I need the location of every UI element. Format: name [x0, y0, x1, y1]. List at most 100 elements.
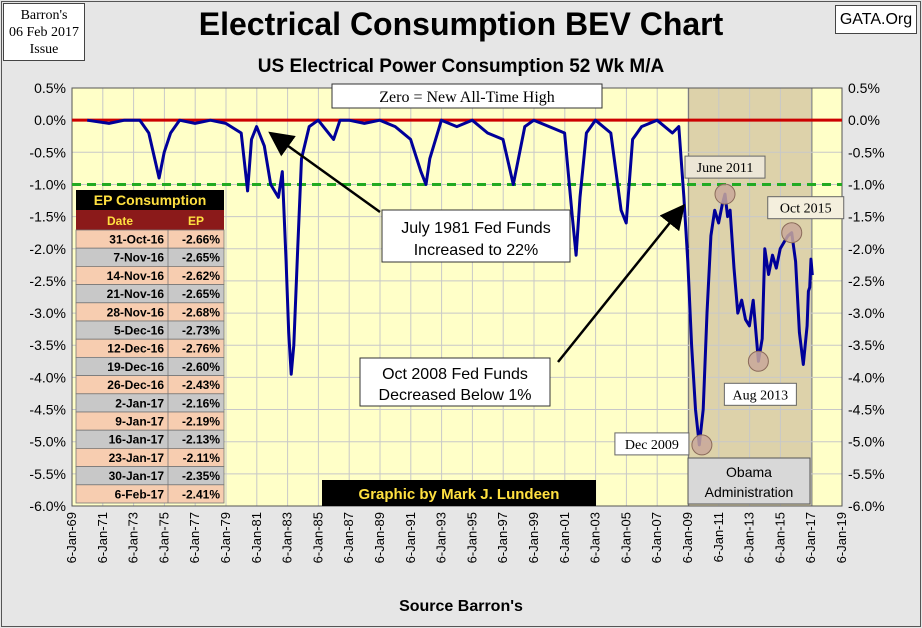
y-tick-left: -3.0% — [29, 305, 66, 321]
table-cell-ep: -2.13% — [182, 433, 220, 447]
x-tick-label: 6-Jan-19 — [834, 512, 849, 563]
table-cell-ep: -2.68% — [182, 305, 220, 319]
y-tick-right: -4.0% — [848, 369, 885, 385]
y-tick-left: -6.0% — [29, 498, 66, 514]
x-tick-label: 6-Jan-73 — [126, 512, 141, 563]
x-tick-label: 6-Jan-03 — [588, 512, 603, 563]
y-tick-left: 0.5% — [34, 80, 66, 96]
table-cell-ep: -2.65% — [182, 251, 220, 265]
table-cell-ep: -2.35% — [182, 469, 220, 483]
point-marker — [714, 183, 736, 205]
table-cell-date: 5-Dec-16 — [114, 324, 164, 338]
y-tick-left: -1.0% — [29, 176, 66, 192]
table-header-date: Date — [107, 214, 133, 228]
issue-line: 06 Feb 2017 — [9, 25, 79, 40]
point-label: Aug 2013 — [733, 388, 789, 403]
table-cell-date: 30-Jan-17 — [109, 469, 165, 483]
annotation-text: July 1981 Fed Funds — [401, 220, 550, 237]
x-tick-label: 6-Jan-83 — [280, 512, 295, 563]
annotation-text: Increased to 22% — [414, 242, 539, 259]
obama-label-box — [687, 457, 811, 505]
table-cell-date: 21-Nov-16 — [107, 287, 165, 301]
table-cell-ep: -2.43% — [182, 378, 220, 392]
table-header-ep: EP — [188, 214, 204, 228]
issue-line: Issue — [29, 42, 59, 57]
table-cell-date: 26-Dec-16 — [107, 378, 164, 392]
table-cell-date: 6-Feb-17 — [115, 487, 165, 501]
x-tick-label: 6-Jan-71 — [95, 512, 110, 563]
x-tick-label: 6-Jan-05 — [618, 512, 633, 563]
x-axis-label: Source Barron's — [399, 598, 523, 615]
table-cell-date: 16-Jan-17 — [109, 433, 165, 447]
chart-subtitle: US Electrical Power Consumption 52 Wk M/… — [257, 56, 665, 77]
y-tick-left: -3.5% — [29, 337, 66, 353]
table-header-bg — [76, 210, 224, 230]
point-label: Dec 2009 — [625, 438, 679, 453]
table-cell-ep: -2.60% — [182, 360, 220, 374]
x-tick-label: 6-Jan-13 — [742, 512, 757, 563]
y-tick-left: -4.5% — [29, 402, 66, 418]
table-cell-ep: -2.73% — [182, 324, 220, 338]
point-label: Oct 2015 — [780, 202, 832, 217]
x-tick-label: 6-Jan-69 — [64, 512, 79, 563]
table-cell-ep: -2.66% — [182, 233, 220, 247]
table-row — [75, 484, 225, 504]
table-cell-ep: -2.19% — [182, 415, 220, 429]
point-marker — [781, 222, 803, 244]
x-tick-label: 6-Jan-15 — [772, 512, 787, 563]
x-tick-label: 6-Jan-87 — [341, 512, 356, 563]
y-tick-left: 0.0% — [34, 112, 66, 128]
x-tick-label: 6-Jan-75 — [156, 512, 171, 563]
y-tick-right: 0.5% — [848, 80, 880, 96]
y-tick-right: -2.5% — [848, 273, 885, 289]
x-tick-label: 6-Jan-17 — [803, 512, 818, 563]
x-tick-label: 6-Jan-81 — [249, 512, 264, 563]
obama-label: Obama — [726, 464, 772, 480]
annotation-text: Oct 2008 Fed Funds — [382, 366, 528, 383]
table-cell-ep: -2.11% — [183, 451, 221, 465]
y-tick-right: -2.0% — [848, 241, 885, 257]
credit-box — [322, 480, 596, 506]
annotation-arrow — [557, 203, 686, 363]
y-tick-left: -5.5% — [29, 466, 66, 482]
table-cell-ep: -2.76% — [182, 342, 220, 356]
point-label: June 2011 — [697, 161, 754, 176]
x-tick-label: 6-Jan-93 — [434, 512, 449, 563]
table-cell-date: 14-Nov-16 — [107, 269, 165, 283]
table-cell-ep: -2.41% — [182, 487, 220, 501]
site-box: GATA.Org — [835, 5, 917, 34]
x-tick-label: 6-Jan-07 — [649, 512, 664, 563]
x-tick-label: 6-Jan-11 — [711, 512, 726, 562]
table-cell-date: 9-Jan-17 — [115, 415, 164, 429]
point-label-box — [767, 196, 845, 220]
y-tick-right: -4.5% — [848, 402, 885, 418]
y-tick-right: -6.0% — [848, 498, 885, 514]
y-tick-left: -5.0% — [29, 434, 66, 450]
table-title-bg — [76, 190, 224, 210]
y-tick-right: -3.0% — [848, 305, 885, 321]
table-cell-date: 2-Jan-17 — [115, 396, 164, 410]
y-tick-right: -5.5% — [848, 466, 885, 482]
y-tick-right: -1.5% — [848, 209, 885, 225]
x-tick-label: 6-Jan-91 — [403, 512, 418, 563]
annotation-box — [381, 209, 571, 263]
point-label-box — [684, 155, 766, 179]
table-cell-date: 12-Dec-16 — [107, 342, 164, 356]
y-tick-right: -5.0% — [848, 434, 885, 450]
point-marker — [747, 350, 769, 372]
table-cell-date: 31-Oct-16 — [109, 233, 164, 247]
annotation-box — [359, 357, 551, 407]
table-cell-ep: -2.62% — [182, 269, 220, 283]
annotation-box — [331, 83, 603, 109]
y-tick-left: -2.5% — [29, 273, 66, 289]
x-tick-label: 6-Jan-09 — [680, 512, 695, 563]
x-tick-label: 6-Jan-01 — [557, 512, 572, 563]
x-tick-label: 6-Jan-79 — [218, 512, 233, 563]
table-cell-date: 7-Nov-16 — [113, 251, 164, 265]
annotation-text: Decreased Below 1% — [379, 387, 532, 404]
x-tick-label: 6-Jan-89 — [372, 512, 387, 563]
point-marker — [691, 434, 713, 456]
table-cell-ep: -2.65% — [182, 287, 220, 301]
credit-text: Graphic by Mark J. Lundeen — [359, 486, 560, 503]
series-line — [86, 118, 814, 447]
